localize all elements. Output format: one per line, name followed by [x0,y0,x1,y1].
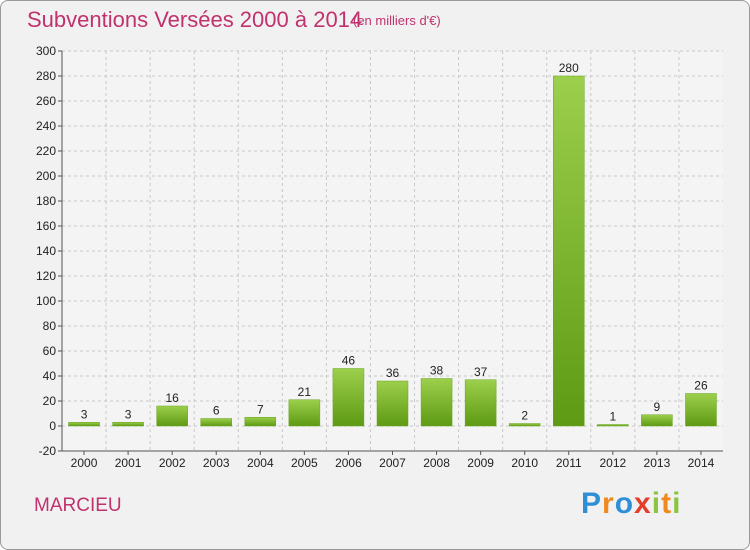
bar-2013 [641,414,673,427]
x-tick-label-2014: 2014 [688,456,715,470]
bar-2008 [420,378,453,427]
y-tick-label: 40 [43,369,57,383]
bar-2002 [156,405,188,427]
bar-2007 [376,380,409,427]
x-tick-label-2012: 2012 [599,456,626,470]
x-tick-label-2009: 2009 [467,456,494,470]
y-tick-label: 60 [43,344,57,358]
data-label-2010: 2 [521,409,528,423]
bar-2001 [112,422,144,427]
y-tick-label: 20 [43,394,57,408]
data-label-2002: 16 [165,391,179,405]
y-tick-label: 180 [36,194,56,208]
x-tick-label-2008: 2008 [423,456,450,470]
chart-unit: (en milliers d'€) [353,13,441,28]
x-tick-label-2006: 2006 [335,456,362,470]
y-tick-label: -20 [39,444,57,458]
data-label-2007: 36 [386,366,400,380]
bar-2000 [68,422,100,427]
bar-2011 [553,75,585,427]
y-tick-label: 300 [36,44,56,58]
y-tick-label: 100 [36,294,56,308]
y-tick-label: 0 [49,419,56,433]
data-label-2005: 21 [298,385,312,399]
data-label-2008: 38 [430,364,444,378]
data-label-2000: 3 [81,407,88,421]
x-tick-label-2007: 2007 [379,456,406,470]
data-label-2006: 46 [342,354,356,368]
x-tick-label-2004: 2004 [247,456,274,470]
y-tick-label: 280 [36,69,56,83]
proxiti-logo: Proxiti [581,487,682,520]
bar-2004 [244,417,277,427]
x-tick-label-2010: 2010 [511,456,538,470]
y-tick-label: 160 [36,219,56,233]
x-tick-label-2011: 2011 [556,456,582,470]
x-tick-label-2005: 2005 [291,456,318,470]
y-tick-label: 240 [36,119,56,133]
x-tick-label-2002: 2002 [159,456,186,470]
x-tick-label-2003: 2003 [203,456,230,470]
bar-2012 [597,424,629,427]
data-label-2003: 6 [213,404,220,418]
bar-2003 [200,418,232,427]
y-tick-label: 260 [36,94,56,108]
x-tick-label-2013: 2013 [644,456,671,470]
data-label-2014: 26 [694,379,708,393]
y-tick-label: 200 [36,169,56,183]
bar-2009 [464,379,497,427]
x-tick-label-2000: 2000 [71,456,98,470]
data-label-2009: 37 [474,365,488,379]
y-tick-label: 140 [36,244,56,258]
y-tick-label: 80 [43,319,57,333]
data-label-2004: 7 [257,402,264,416]
bar-2010 [508,423,541,427]
bar-2006 [332,368,365,427]
data-label-2013: 9 [654,400,661,414]
data-label-2001: 3 [125,407,132,421]
y-tick-label: 120 [36,269,56,283]
chart-title: Subventions Versées 2000 à 2014 [27,7,363,32]
data-label-2011: 280 [559,61,579,75]
bar-2014 [685,393,717,427]
x-tick-label-2001: 2001 [115,456,142,470]
data-label-2012: 1 [609,410,616,424]
commune-name: MARCIEU [34,495,122,516]
y-tick-label: 220 [36,144,56,158]
bar-2005 [288,399,321,427]
